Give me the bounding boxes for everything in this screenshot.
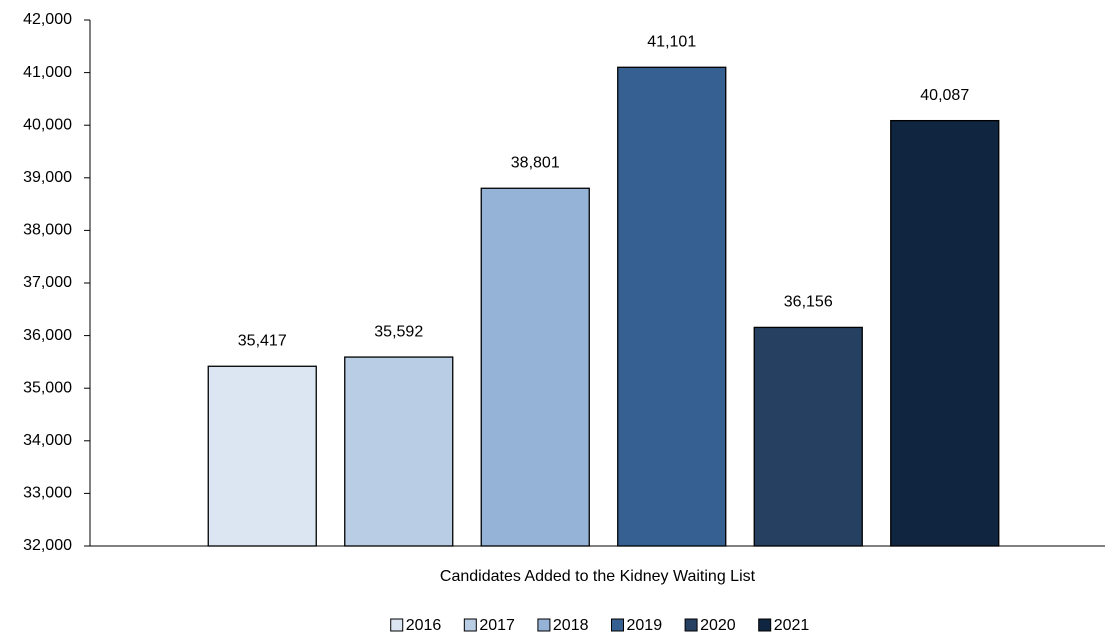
bar [753, 326, 863, 547]
legend-label: 2016 [406, 617, 442, 634]
y-tick-label: 39,000 [23, 169, 72, 186]
x-tick-label: Candidates Added to the Kidney Waiting L… [440, 568, 756, 585]
y-tick-label: 32,000 [23, 537, 72, 554]
y-tick-label: 36,000 [23, 327, 72, 344]
legend-swatch [463, 618, 477, 632]
y-tick-label: 37,000 [23, 274, 72, 291]
y-tick-label: 34,000 [23, 432, 72, 449]
y-tick-label: 41,000 [23, 64, 72, 81]
y-tick-label: 38,000 [23, 222, 72, 239]
value-label: 38,801 [511, 154, 560, 171]
legend-label: 2017 [479, 617, 515, 634]
bar [890, 119, 1000, 547]
y-tick-label: 40,000 [23, 116, 72, 133]
bar [480, 187, 590, 547]
legend-label: 2019 [627, 617, 663, 634]
legend-swatch [390, 618, 404, 632]
bar [344, 356, 454, 547]
legend-label: 2018 [553, 617, 589, 634]
value-label: 36,156 [784, 294, 833, 311]
y-tick-label: 33,000 [23, 485, 72, 502]
y-tick-label: 35,000 [23, 379, 72, 396]
bar [207, 365, 317, 547]
legend-label: 2021 [774, 617, 810, 634]
legend-swatch [684, 618, 698, 632]
value-label: 35,417 [238, 332, 287, 349]
bar [617, 66, 727, 547]
y-tick-label: 42,000 [23, 11, 72, 28]
legend-swatch [758, 618, 772, 632]
value-label: 41,101 [647, 34, 696, 51]
legend-swatch [611, 618, 624, 632]
value-label: 35,592 [374, 323, 423, 340]
legend-label: 2020 [700, 617, 736, 634]
legend-swatch [537, 618, 551, 632]
value-label: 40,087 [920, 87, 969, 104]
